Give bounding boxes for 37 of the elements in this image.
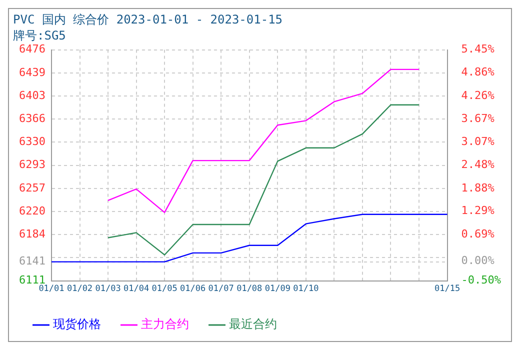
- legend-label: 最近合约: [229, 317, 277, 332]
- y-tick-label: 6184: [18, 227, 46, 240]
- x-tick-label: 01/15: [434, 284, 460, 294]
- x-tick-label: 01/07: [208, 284, 234, 294]
- y-tick-label: 6366: [18, 112, 46, 125]
- y2-tick-label: 1.88%: [461, 181, 495, 194]
- chart-title: PVC 国内 综合价 2023-01-01 - 2023-01-15: [13, 12, 283, 26]
- y2-tick-label: 0.00%: [461, 254, 495, 268]
- y2-tick-label: 5.45%: [461, 42, 495, 56]
- chart-subtitle: 牌号:SG5: [13, 28, 66, 43]
- legend-label: 现货价格: [53, 317, 101, 332]
- y2-tick-label: 0.69%: [461, 227, 495, 240]
- x-tick-label: 01/05: [152, 284, 178, 294]
- legend-label: 主力合约: [141, 317, 189, 332]
- y2-tick-label: 4.86%: [461, 66, 495, 79]
- y-tick-label: 6476: [18, 42, 46, 56]
- x-tick-label: 01/01: [38, 284, 64, 294]
- x-tick-label: 01/08: [236, 284, 262, 294]
- y2-tick-label: 1.29%: [461, 204, 495, 218]
- y2-tick-label: 3.07%: [461, 135, 495, 148]
- y-tick-label: 6220: [18, 204, 46, 218]
- y-tick-label: 6141: [18, 254, 46, 268]
- y2-tick-label: -0.50%: [461, 274, 502, 287]
- x-tick-label: 01/03: [95, 284, 121, 294]
- y-tick-label: 6403: [18, 88, 46, 102]
- y2-tick-label: 3.67%: [461, 112, 495, 125]
- y-tick-label: 6439: [18, 66, 46, 79]
- y2-tick-label: 2.48%: [461, 158, 495, 171]
- y-tick-label: 6257: [18, 181, 46, 194]
- y2-tick-label: 4.26%: [461, 88, 495, 102]
- x-tick-label: 01/02: [66, 284, 93, 294]
- y-tick-label: 6330: [18, 135, 46, 148]
- x-tick-label: 01/06: [180, 284, 206, 294]
- x-tick-label: 01/10: [293, 284, 319, 294]
- x-tick-label: 01/09: [264, 284, 290, 294]
- x-tick-label: 01/04: [124, 284, 150, 294]
- y-tick-label: 6293: [18, 158, 46, 172]
